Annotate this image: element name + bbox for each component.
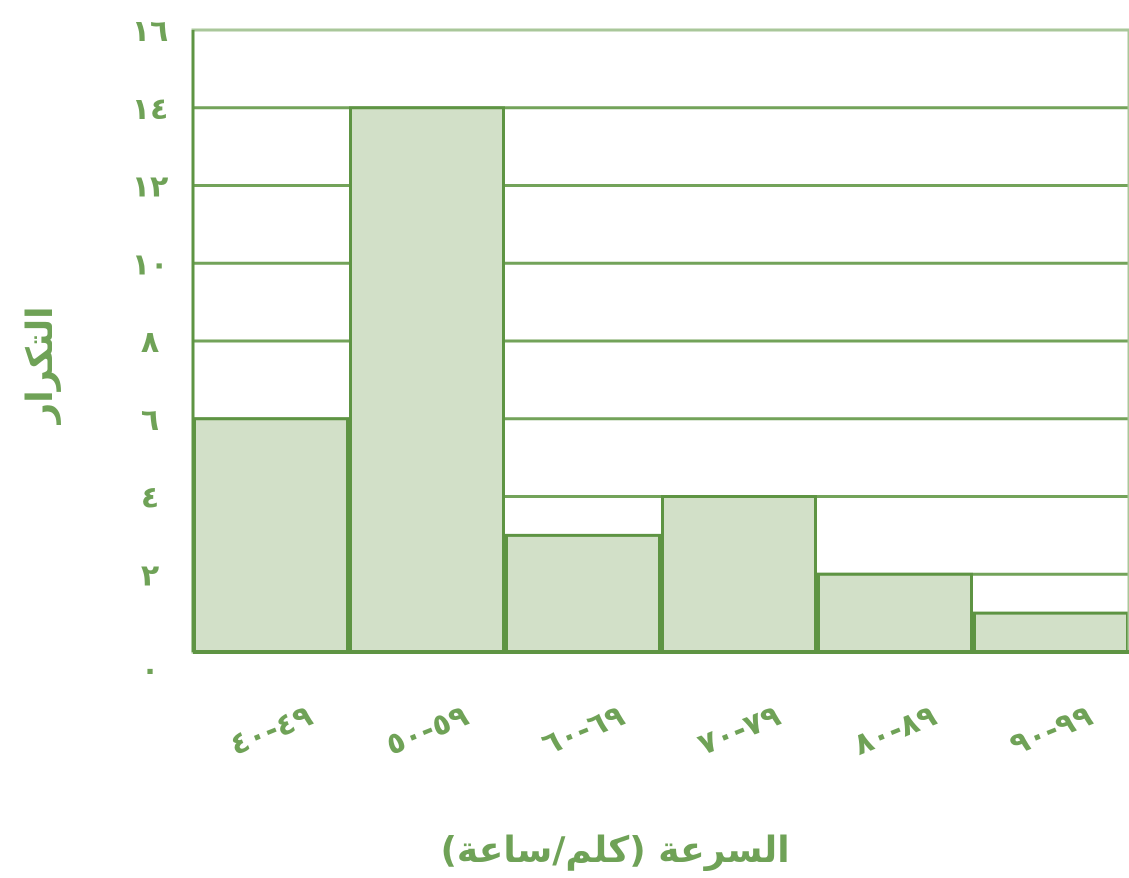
bar-6	[973, 611, 1129, 654]
x-tick-label-group: ٨٩-٨٠	[849, 698, 942, 763]
bar-4	[661, 495, 817, 654]
y-tick-label: ١٦	[132, 14, 169, 49]
bar-1	[193, 417, 349, 654]
y-tick-label: ٦	[141, 403, 159, 438]
x-tick-label-group: ٥٩-٥٠	[381, 698, 474, 763]
x-tick-label-group: ٩٩-٩٠	[1005, 698, 1098, 763]
x-axis-title: السرعة (كلم/ساعة)	[440, 830, 789, 871]
x-tick-label: ٥٩-٥٠	[381, 698, 474, 763]
y-tick-labels: ٠ ٢ ٤ ٦ ٨ ١٠ ١٢ ١٤ ١٦	[132, 14, 169, 688]
bar-2	[349, 106, 505, 654]
y-tick-label: ٠	[141, 653, 159, 688]
bar-5	[817, 572, 973, 654]
y-tick-label: ١٢	[132, 170, 169, 205]
x-tick-label: ٤٩-٤٠	[225, 698, 318, 763]
bar-3	[505, 533, 661, 654]
y-tick-label: ١٤	[132, 92, 169, 127]
bars-layer	[193, 106, 1129, 654]
y-tick-label: ١٠	[132, 247, 169, 282]
y-tick-label: ٨	[141, 325, 159, 360]
x-tick-label-group: ٤٩-٤٠	[225, 698, 318, 763]
x-tick-labels: ٤٩-٤٠ ٥٩-٥٠ ٦٩-٦٠ ٧٩-٧٠ ٨٩-٨٠ ٩٩-٩٠	[225, 698, 1098, 763]
x-tick-label: ٧٩-٧٠	[693, 698, 786, 763]
x-tick-label: ٩٩-٩٠	[1005, 698, 1098, 763]
y-tick-label: ٢	[141, 558, 159, 593]
axis-layer	[191, 28, 1129, 654]
x-tick-label-group: ٧٩-٧٠	[693, 698, 786, 763]
y-axis-title: التكرار	[20, 307, 61, 426]
x-tick-label-group: ٦٩-٦٠	[537, 698, 630, 763]
x-tick-label: ٨٩-٨٠	[849, 698, 942, 763]
y-tick-label: ٤	[141, 481, 159, 516]
x-tick-label: ٦٩-٦٠	[537, 698, 630, 763]
